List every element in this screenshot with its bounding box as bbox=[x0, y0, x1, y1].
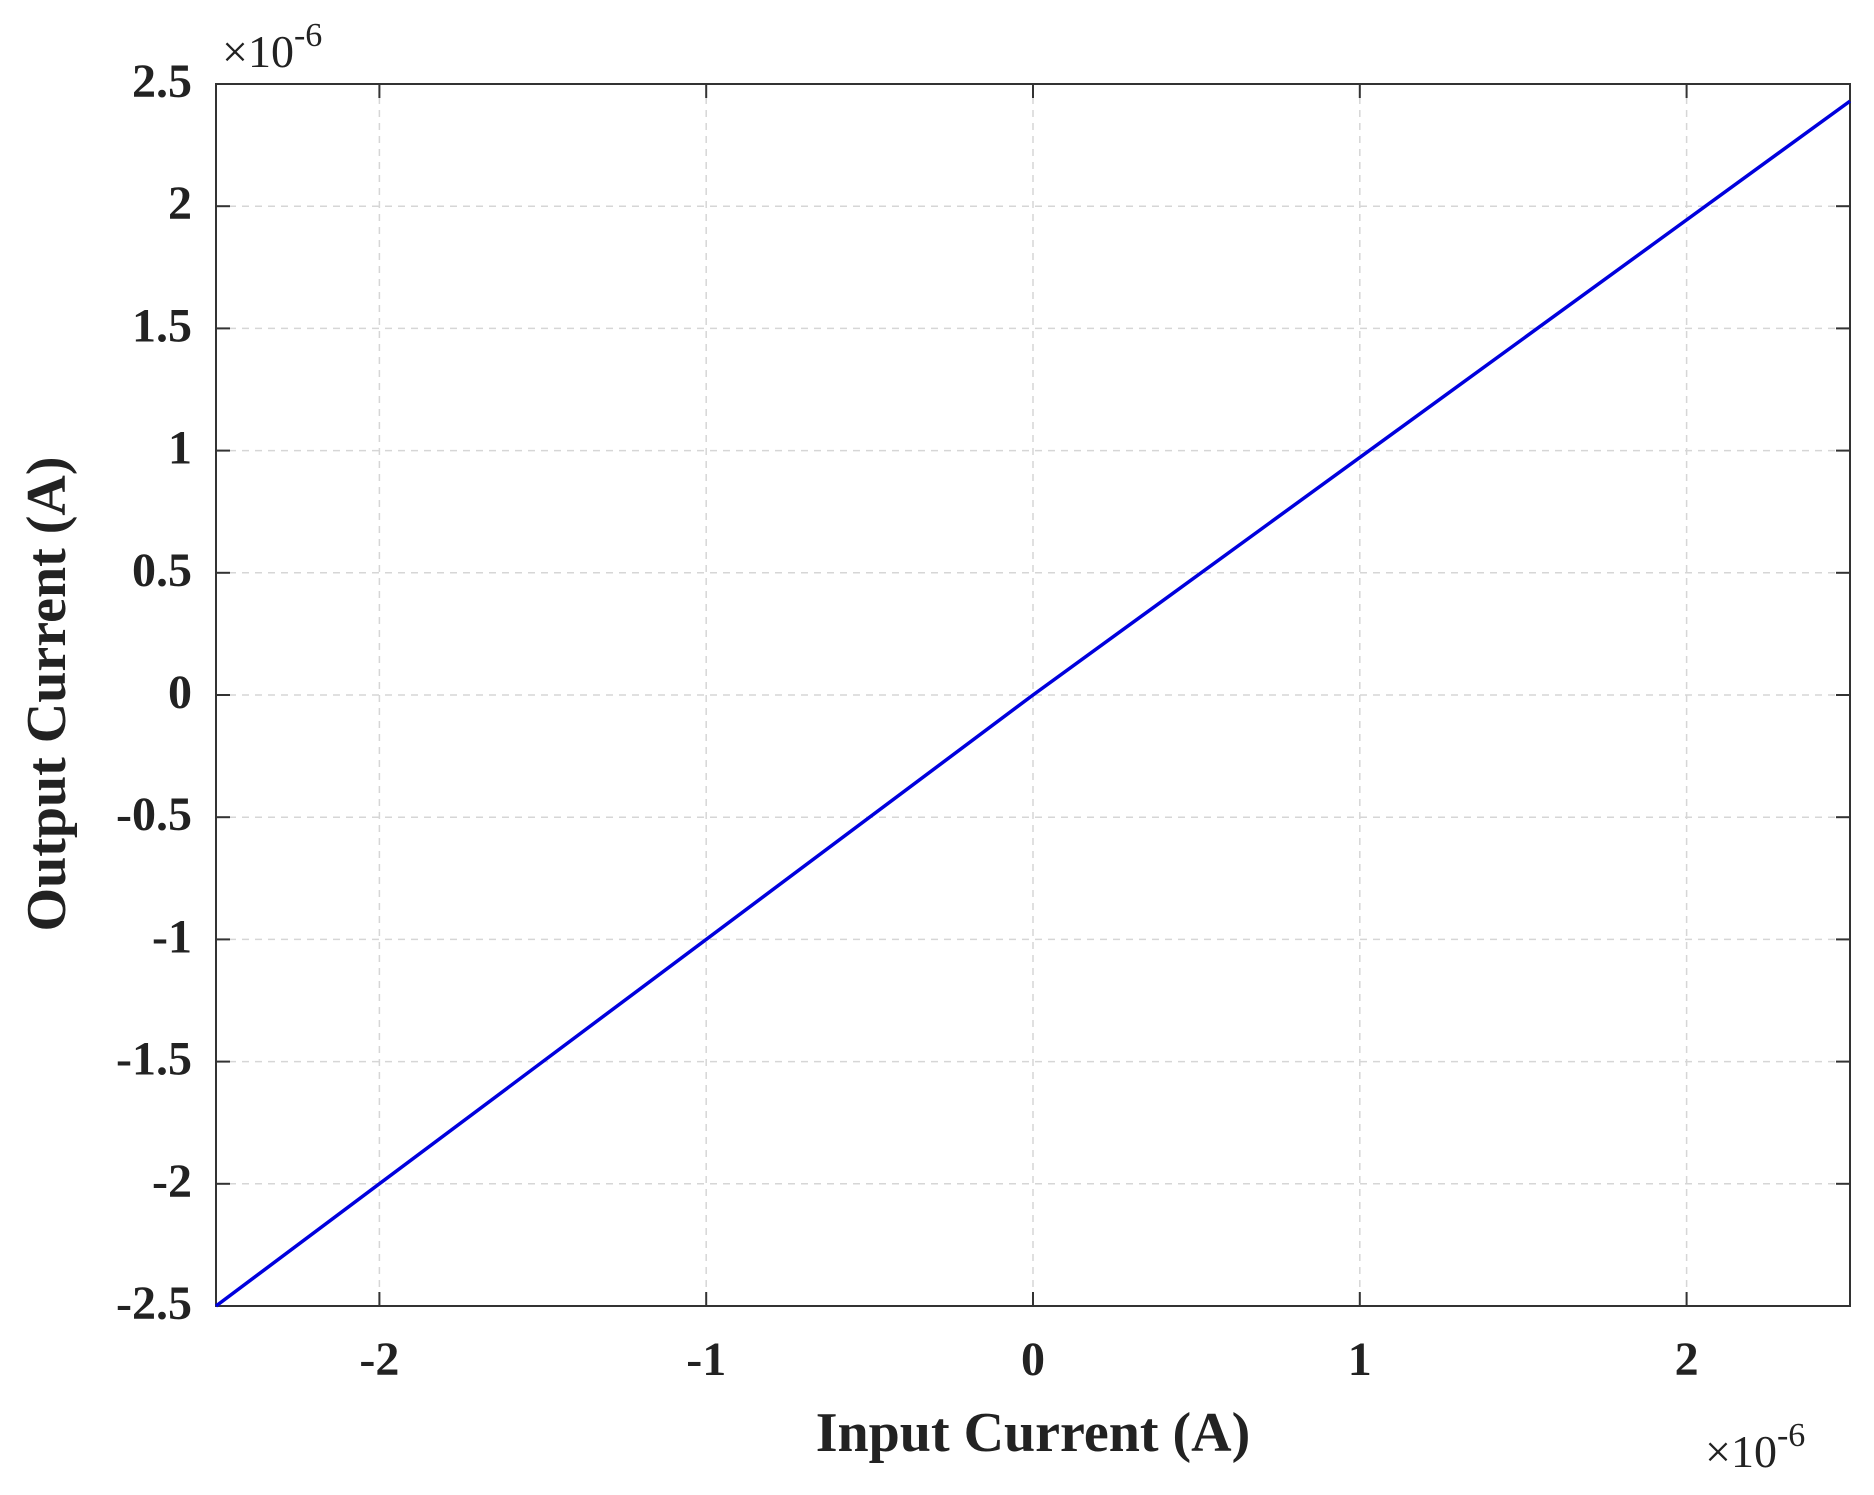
y-multiplier: ×10-6 bbox=[222, 17, 322, 77]
x-tick-label: 0 bbox=[1021, 1333, 1045, 1386]
x-tick-label: -1 bbox=[686, 1333, 726, 1386]
data-line bbox=[214, 99, 1852, 1308]
y-tick-label: 1 bbox=[168, 422, 192, 475]
y-tick-label: 2.5 bbox=[132, 55, 192, 108]
y-multiplier-exponent: -6 bbox=[294, 17, 322, 54]
y-axis-label: Output Current (A) bbox=[16, 457, 78, 932]
plot-frame bbox=[215, 83, 1851, 1307]
x-multiplier: ×10-6 bbox=[1705, 1417, 1805, 1477]
x-tick-label: 1 bbox=[1348, 1333, 1372, 1386]
x-axis-label: Input Current (A) bbox=[816, 1402, 1251, 1464]
x-multiplier-base: ×10 bbox=[1705, 1426, 1777, 1477]
y-multiplier-base: ×10 bbox=[222, 26, 294, 77]
y-tick-label: 0 bbox=[168, 666, 192, 719]
y-tick-label: 1.5 bbox=[132, 299, 192, 352]
y-tick-label: 2 bbox=[168, 177, 192, 230]
y-tick-label: -1 bbox=[152, 910, 192, 963]
x-tick-label: -2 bbox=[359, 1333, 399, 1386]
y-tick-label: -2 bbox=[152, 1155, 192, 1208]
x-multiplier-exponent: -6 bbox=[1777, 1417, 1805, 1454]
y-tick-label: -1.5 bbox=[116, 1033, 192, 1086]
y-tick-label: -2.5 bbox=[116, 1277, 192, 1330]
y-tick-label: -0.5 bbox=[116, 788, 192, 841]
y-tick-label: 0.5 bbox=[132, 544, 192, 597]
x-tick-label: 2 bbox=[1675, 1333, 1699, 1386]
